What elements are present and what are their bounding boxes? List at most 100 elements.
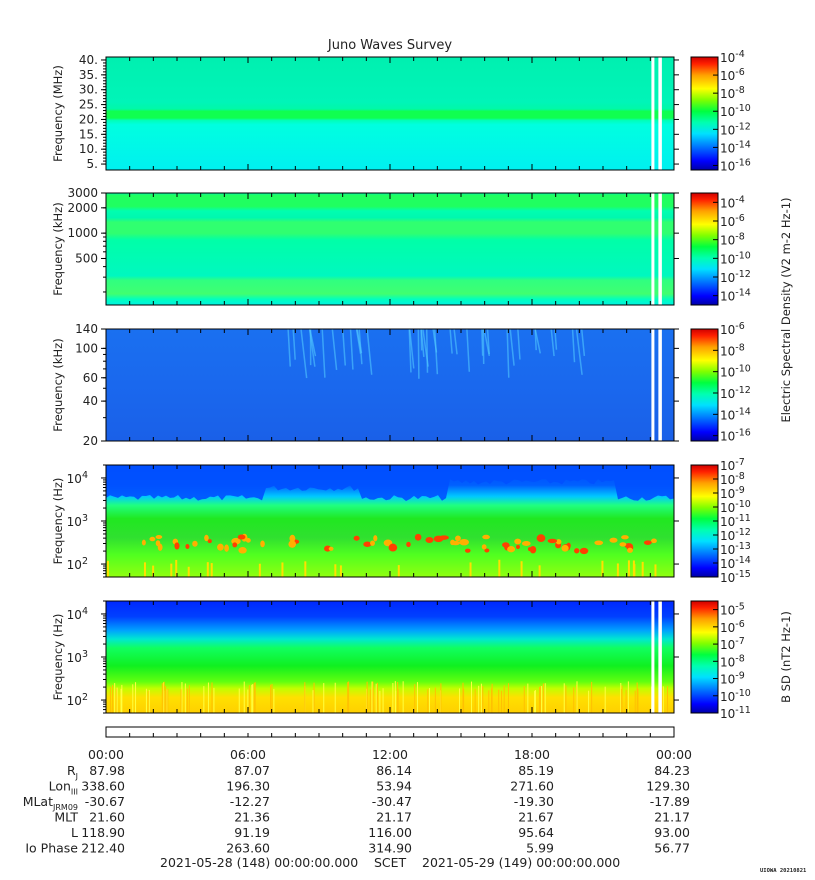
colorbar-tick-label: 10-11 [720, 513, 751, 529]
emission-streak [408, 328, 412, 373]
emission-spot [482, 534, 490, 540]
emission-spot [521, 540, 531, 547]
chart-title: Juno Waves Survey [327, 38, 453, 53]
emission-spot [594, 540, 604, 546]
emission-streak [554, 328, 558, 350]
y-tick-label: 25. [79, 98, 98, 112]
panel-hfwbr: 40.35.30.25.20.15.10.5. Frequency (MHz) 10… [51, 49, 751, 173]
ephemeris-row-label: MLT [54, 810, 78, 825]
colorbar-label: B SD (nT2 Hz-1) [779, 611, 793, 703]
ephemeris-value: 212.40 [81, 841, 125, 856]
emission-spot [288, 540, 297, 548]
colorbar-tick-label: 10-7 [720, 457, 745, 473]
emission-spot [245, 538, 251, 543]
y-tick-label: 1000 [67, 226, 98, 240]
colorbar-tick-label: 10-12 [720, 269, 751, 285]
colorbar-tick-label: 10-10 [720, 688, 751, 704]
emission-spot [289, 534, 296, 543]
y-tick-label: 100 [75, 341, 98, 355]
ephemeris-value: 314.90 [368, 841, 412, 856]
emission-streak [425, 328, 429, 373]
emission-spot [529, 545, 537, 554]
colorbar-tick-label: 10-16 [720, 157, 751, 173]
y-tick-label: 103 [67, 649, 88, 665]
ephemeris-value: 263.60 [226, 841, 270, 856]
ephemeris-value: 271.60 [510, 779, 554, 794]
data-gap [651, 329, 655, 441]
data-gap [658, 601, 662, 713]
colorbar-tick-label: 10-14 [720, 406, 751, 422]
emission-spot [328, 546, 334, 551]
colorbar-tick-label: 10-4 [720, 49, 745, 65]
ephemeris-value: -19.30 [514, 794, 554, 809]
ephemeris-value: -17.89 [650, 794, 690, 809]
ephemeris-value: 5.99 [526, 841, 554, 856]
ephemeris-value: 338.60 [81, 779, 125, 794]
y-tick-label: 30. [79, 83, 98, 97]
emission-spot [353, 535, 360, 541]
y-tick-label: 40. [79, 53, 98, 67]
emission-spot [185, 544, 190, 550]
y-tick-label: 102 [67, 692, 88, 708]
ephemeris-value: 116.00 [368, 825, 412, 840]
y-tick-label: 104 [67, 606, 88, 622]
ephemeris-value: 21.36 [234, 810, 270, 825]
colorbar-tick-label: 10-8 [720, 232, 745, 248]
colorbar [690, 56, 719, 171]
ephemeris-row-label: MLatJRM09 [23, 794, 78, 812]
ephemeris-value: 196.30 [226, 779, 270, 794]
emission-spot [621, 535, 629, 540]
data-gap [651, 601, 655, 713]
emission-spot [149, 536, 156, 542]
emission-streak [466, 328, 471, 372]
ephemeris-row-label: LonIII [49, 779, 78, 797]
footer-stamp: UIOWA 20210821 [760, 868, 807, 874]
emission-spot [207, 539, 212, 544]
colorbar-tick-label: 10-9 [720, 485, 745, 501]
colorbar-tick-label: 10-4 [720, 194, 745, 210]
colorbar-tick-label: 10-10 [720, 364, 751, 380]
emission-streak [349, 328, 354, 370]
emission-spot [536, 534, 546, 543]
emission-spot [555, 539, 562, 545]
emission-streak [453, 328, 458, 355]
spectrogram-hfwbr [106, 57, 674, 170]
emission-spot [224, 544, 229, 552]
emission-spot [515, 544, 521, 550]
ephemeris-value: 85.19 [518, 763, 554, 778]
colorbar-tick-label: 10-16 [720, 428, 751, 444]
colorbar-tick-label: 10-10 [720, 499, 751, 515]
emission-spot [450, 540, 461, 546]
emission-streak [341, 328, 347, 366]
emission-streak [366, 328, 373, 375]
footer-start-time: 2021-05-28 (148) 00:00:00.000 [160, 855, 358, 870]
emission-spot [217, 543, 224, 551]
colorbar-tick-label: 10-6 [720, 67, 745, 83]
ephemeris-value: 21.17 [376, 810, 412, 825]
ephemeris-value: 53.94 [376, 779, 412, 794]
ephemeris-value: -12.27 [230, 794, 270, 809]
emission-spot [619, 542, 627, 547]
colorbar-tick-label: 10-12 [720, 527, 751, 543]
emission-spot [547, 538, 558, 544]
emission-spot [484, 548, 490, 553]
ephemeris-row-label: RJ [67, 763, 78, 781]
y-axis-label: Frequency (kHz) [51, 202, 65, 295]
emission-streak [321, 328, 326, 378]
emission-spot [507, 546, 516, 553]
emission-spot [370, 540, 375, 546]
emission-spot [579, 547, 589, 555]
emission-streak [580, 328, 586, 357]
emission-streak [486, 328, 490, 355]
ephemeris-value: 87.98 [89, 763, 125, 778]
y-axis-label: Frequency (kHz) [51, 338, 65, 431]
emission-streak [575, 328, 583, 375]
y-tick-label: 10. [79, 142, 98, 156]
y-tick-label: 15. [79, 127, 98, 141]
colorbar-tick-label: 10-14 [720, 555, 751, 571]
emission-spot [651, 538, 657, 544]
emission-streak [408, 328, 415, 369]
emission-spot [609, 537, 618, 543]
